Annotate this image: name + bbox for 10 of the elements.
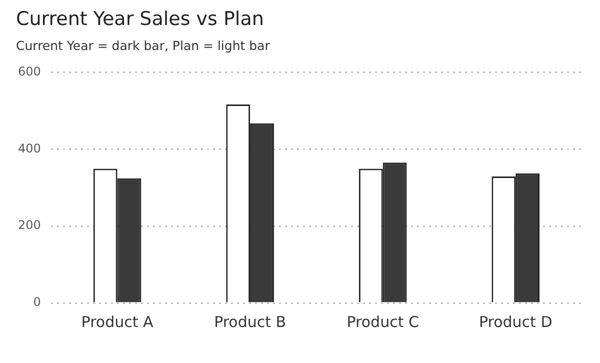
x-tick-label: Product C xyxy=(346,312,419,331)
x-tick-label: Product B xyxy=(214,312,286,331)
y-tick-label: 0 xyxy=(33,295,41,310)
chart-title: Current Year Sales vs Plan xyxy=(16,8,265,30)
y-tick-label: 400 xyxy=(18,141,41,156)
x-tick-label: Product D xyxy=(478,312,552,331)
y-tick-label: 600 xyxy=(18,64,41,78)
x-tick-label: Product A xyxy=(81,312,154,331)
y-tick-label: 200 xyxy=(18,218,41,232)
chart-subtitle: Current Year = dark bar, Plan = light bar xyxy=(16,38,271,53)
